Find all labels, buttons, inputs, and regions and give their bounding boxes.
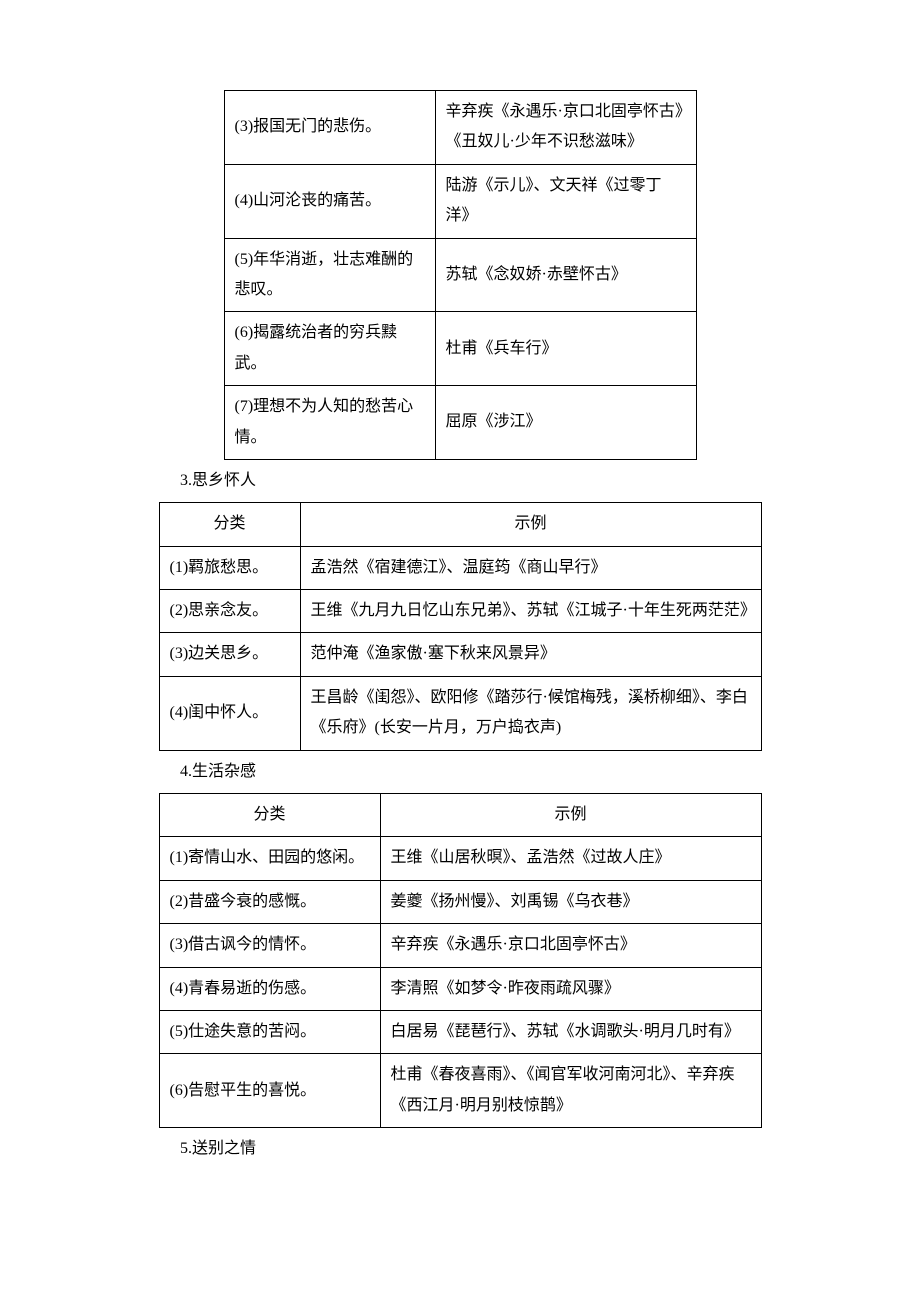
section-3-title: 3.思乡怀人: [180, 466, 800, 496]
example-cell: 王维《九月九日忆山东兄弟》、苏轼《江城子·十年生死两茫茫》: [300, 590, 761, 633]
category-cell: (2)昔盛今衰的感慨。: [159, 880, 380, 923]
category-cell: (6)告慰平生的喜悦。: [159, 1054, 380, 1128]
example-cell: 辛弃疾《永遇乐·京口北固亭怀古》: [380, 924, 761, 967]
category-cell: (4)闺中怀人。: [159, 676, 300, 750]
category-cell: (4)山河沦丧的痛苦。: [224, 164, 435, 238]
table-row: (1)寄情山水、田园的悠闲。 王维《山居秋暝》、孟浩然《过故人庄》: [159, 837, 761, 880]
section-4-title: 4.生活杂感: [180, 757, 800, 787]
example-cell: 王维《山居秋暝》、孟浩然《过故人庄》: [380, 837, 761, 880]
example-cell: 屈原《涉江》: [435, 386, 696, 460]
table-row: (2)思亲念友。 王维《九月九日忆山东兄弟》、苏轼《江城子·十年生死两茫茫》: [159, 590, 761, 633]
section-5-title: 5.送别之情: [180, 1134, 800, 1164]
example-cell: 辛弃疾《永遇乐·京口北固亭怀古》《丑奴儿·少年不识愁滋味》: [435, 91, 696, 165]
table-row: (3)借古讽今的情怀。 辛弃疾《永遇乐·京口北固亭怀古》: [159, 924, 761, 967]
example-cell: 李清照《如梦令·昨夜雨疏风骤》: [380, 967, 761, 1010]
example-cell: 王昌龄《闺怨》、欧阳修《踏莎行·候馆梅残，溪桥柳细》、李白《乐府》(长安一片月，…: [300, 676, 761, 750]
example-cell: 姜夔《扬州慢》、刘禹锡《乌衣巷》: [380, 880, 761, 923]
header-example: 示例: [300, 503, 761, 546]
category-cell: (5)年华消逝，壮志难酬的悲叹。: [224, 238, 435, 312]
category-cell: (6)揭露统治者的穷兵黩武。: [224, 312, 435, 386]
table-row: (5)仕途失意的苦闷。 白居易《琵琶行》、苏轼《水调歌头·明月几时有》: [159, 1010, 761, 1053]
table-row: (2)昔盛今衰的感慨。 姜夔《扬州慢》、刘禹锡《乌衣巷》: [159, 880, 761, 923]
category-cell: (1)羁旅愁思。: [159, 546, 300, 589]
table-row: (6)告慰平生的喜悦。 杜甫《春夜喜雨》、《闻官军收河南河北》、辛弃疾《西江月·…: [159, 1054, 761, 1128]
document-page: (3)报国无门的悲伤。 辛弃疾《永遇乐·京口北固亭怀古》《丑奴儿·少年不识愁滋味…: [0, 0, 920, 1231]
category-cell: (2)思亲念友。: [159, 590, 300, 633]
category-cell: (7)理想不为人知的愁苦心情。: [224, 386, 435, 460]
header-category: 分类: [159, 503, 300, 546]
table-row: (7)理想不为人知的愁苦心情。 屈原《涉江》: [224, 386, 696, 460]
table-row: (4)青春易逝的伤感。 李清照《如梦令·昨夜雨疏风骤》: [159, 967, 761, 1010]
table-1-continuation: (3)报国无门的悲伤。 辛弃疾《永遇乐·京口北固亭怀古》《丑奴儿·少年不识愁滋味…: [224, 90, 697, 460]
table-section-3: 分类 示例 (1)羁旅愁思。 孟浩然《宿建德江》、温庭筠《商山早行》 (2)思亲…: [159, 502, 762, 750]
table-row: (3)报国无门的悲伤。 辛弃疾《永遇乐·京口北固亭怀古》《丑奴儿·少年不识愁滋味…: [224, 91, 696, 165]
example-cell: 杜甫《兵车行》: [435, 312, 696, 386]
table-section-4: 分类 示例 (1)寄情山水、田园的悠闲。 王维《山居秋暝》、孟浩然《过故人庄》 …: [159, 793, 762, 1128]
category-cell: (1)寄情山水、田园的悠闲。: [159, 837, 380, 880]
table-row: (5)年华消逝，壮志难酬的悲叹。 苏轼《念奴娇·赤壁怀古》: [224, 238, 696, 312]
category-cell: (5)仕途失意的苦闷。: [159, 1010, 380, 1053]
table-row: (3)边关思乡。 范仲淹《渔家傲·塞下秋来风景异》: [159, 633, 761, 676]
header-category: 分类: [159, 794, 380, 837]
example-cell: 白居易《琵琶行》、苏轼《水调歌头·明月几时有》: [380, 1010, 761, 1053]
table-header-row: 分类 示例: [159, 794, 761, 837]
header-example: 示例: [380, 794, 761, 837]
category-cell: (3)报国无门的悲伤。: [224, 91, 435, 165]
category-cell: (3)边关思乡。: [159, 633, 300, 676]
example-cell: 范仲淹《渔家傲·塞下秋来风景异》: [300, 633, 761, 676]
table-row: (1)羁旅愁思。 孟浩然《宿建德江》、温庭筠《商山早行》: [159, 546, 761, 589]
category-cell: (4)青春易逝的伤感。: [159, 967, 380, 1010]
table-row: (4)山河沦丧的痛苦。 陆游《示儿》、文天祥《过零丁洋》: [224, 164, 696, 238]
table-row: (6)揭露统治者的穷兵黩武。 杜甫《兵车行》: [224, 312, 696, 386]
example-cell: 陆游《示儿》、文天祥《过零丁洋》: [435, 164, 696, 238]
example-cell: 孟浩然《宿建德江》、温庭筠《商山早行》: [300, 546, 761, 589]
category-cell: (3)借古讽今的情怀。: [159, 924, 380, 967]
example-cell: 苏轼《念奴娇·赤壁怀古》: [435, 238, 696, 312]
table-header-row: 分类 示例: [159, 503, 761, 546]
table-row: (4)闺中怀人。 王昌龄《闺怨》、欧阳修《踏莎行·候馆梅残，溪桥柳细》、李白《乐…: [159, 676, 761, 750]
example-cell: 杜甫《春夜喜雨》、《闻官军收河南河北》、辛弃疾《西江月·明月别枝惊鹊》: [380, 1054, 761, 1128]
